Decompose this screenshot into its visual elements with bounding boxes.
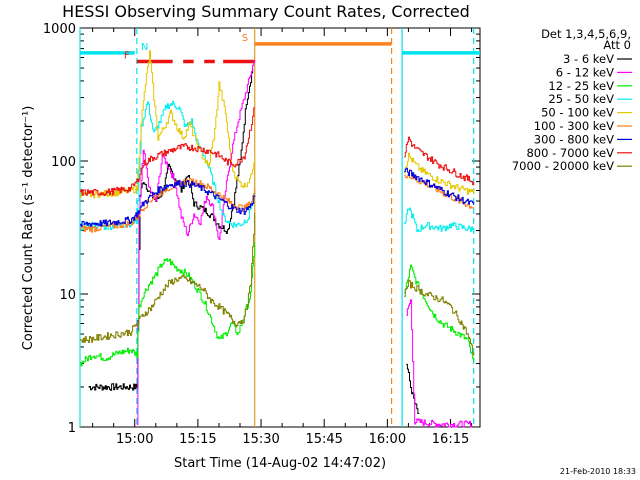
y-tick-label: 100 [51, 155, 76, 170]
plot-area: 1 10 100 1000 15:00 15:15 15:30 15:45 16:00 16:1… [43, 22, 481, 447]
series-line [404, 152, 475, 195]
series-line [404, 167, 475, 205]
series-line [88, 68, 254, 391]
legend-entry-label: 800 - 7000 keV [526, 146, 614, 160]
series-line [80, 242, 256, 367]
legend-entry-label: 12 - 25 keV [548, 79, 614, 93]
x-axis-ticks: 15:00 15:15 15:30 15:45 16:00 16:15 [92, 28, 473, 447]
y-axis-ticks: 1 10 100 1000 [43, 22, 480, 436]
legend-subtitle: Att 0 [603, 38, 631, 52]
series-lines [80, 50, 475, 428]
series-line [406, 299, 473, 428]
series-line [80, 100, 256, 231]
legend-entry-label: 25 - 50 keV [548, 92, 614, 106]
y-tick-label: 10 [59, 288, 76, 303]
y-axis-label: Corrected Count Rate (s⁻¹ detector⁻¹) [21, 106, 36, 351]
legend-title: Det 1,3,4,5,6,9, [541, 27, 631, 41]
x-tick-label: 15:45 [305, 432, 342, 447]
series-line [404, 279, 475, 356]
legend-entry-label: 300 - 800 keV [534, 132, 614, 146]
series-line [406, 363, 420, 414]
flag-label-N: N [141, 42, 148, 53]
chart-title: HESSI Observing Summary Count Rates, Cor… [62, 2, 470, 21]
x-tick-label: 16:15 [432, 432, 469, 447]
flag-label-F: F [124, 50, 130, 61]
series-line [136, 60, 256, 425]
series-line [404, 136, 475, 186]
legend-entry-label: 100 - 300 keV [534, 119, 614, 133]
legend-entry-label: 6 - 12 keV [556, 65, 614, 79]
x-tick-label: 16:00 [369, 432, 406, 447]
x-tick-label: 15:15 [179, 432, 216, 447]
y-tick-label: 1000 [43, 22, 76, 37]
legend-entry-label: 7000 - 20000 keV [512, 159, 614, 173]
series-line [80, 107, 256, 196]
flag-label-S: S [242, 33, 248, 44]
state-flag-bars: NF S [80, 33, 480, 64]
series-line [80, 177, 256, 233]
series-line [404, 207, 475, 233]
x-tick-label: 15:30 [242, 432, 279, 447]
x-tick-label: 15:00 [116, 432, 153, 447]
y-tick-label: 1 [68, 421, 76, 436]
legend-entry-label: 3 - 6 keV [563, 52, 614, 66]
footer-date: 21-Feb-2010 18:33 [560, 467, 636, 476]
series-line [404, 264, 475, 363]
series-line [80, 50, 256, 199]
series-line [80, 212, 256, 343]
legend-entry-label: 50 - 100 keV [541, 106, 614, 120]
x-axis-label: Start Time (14-Aug-02 14:47:02) [174, 456, 386, 471]
series-line [80, 179, 256, 227]
